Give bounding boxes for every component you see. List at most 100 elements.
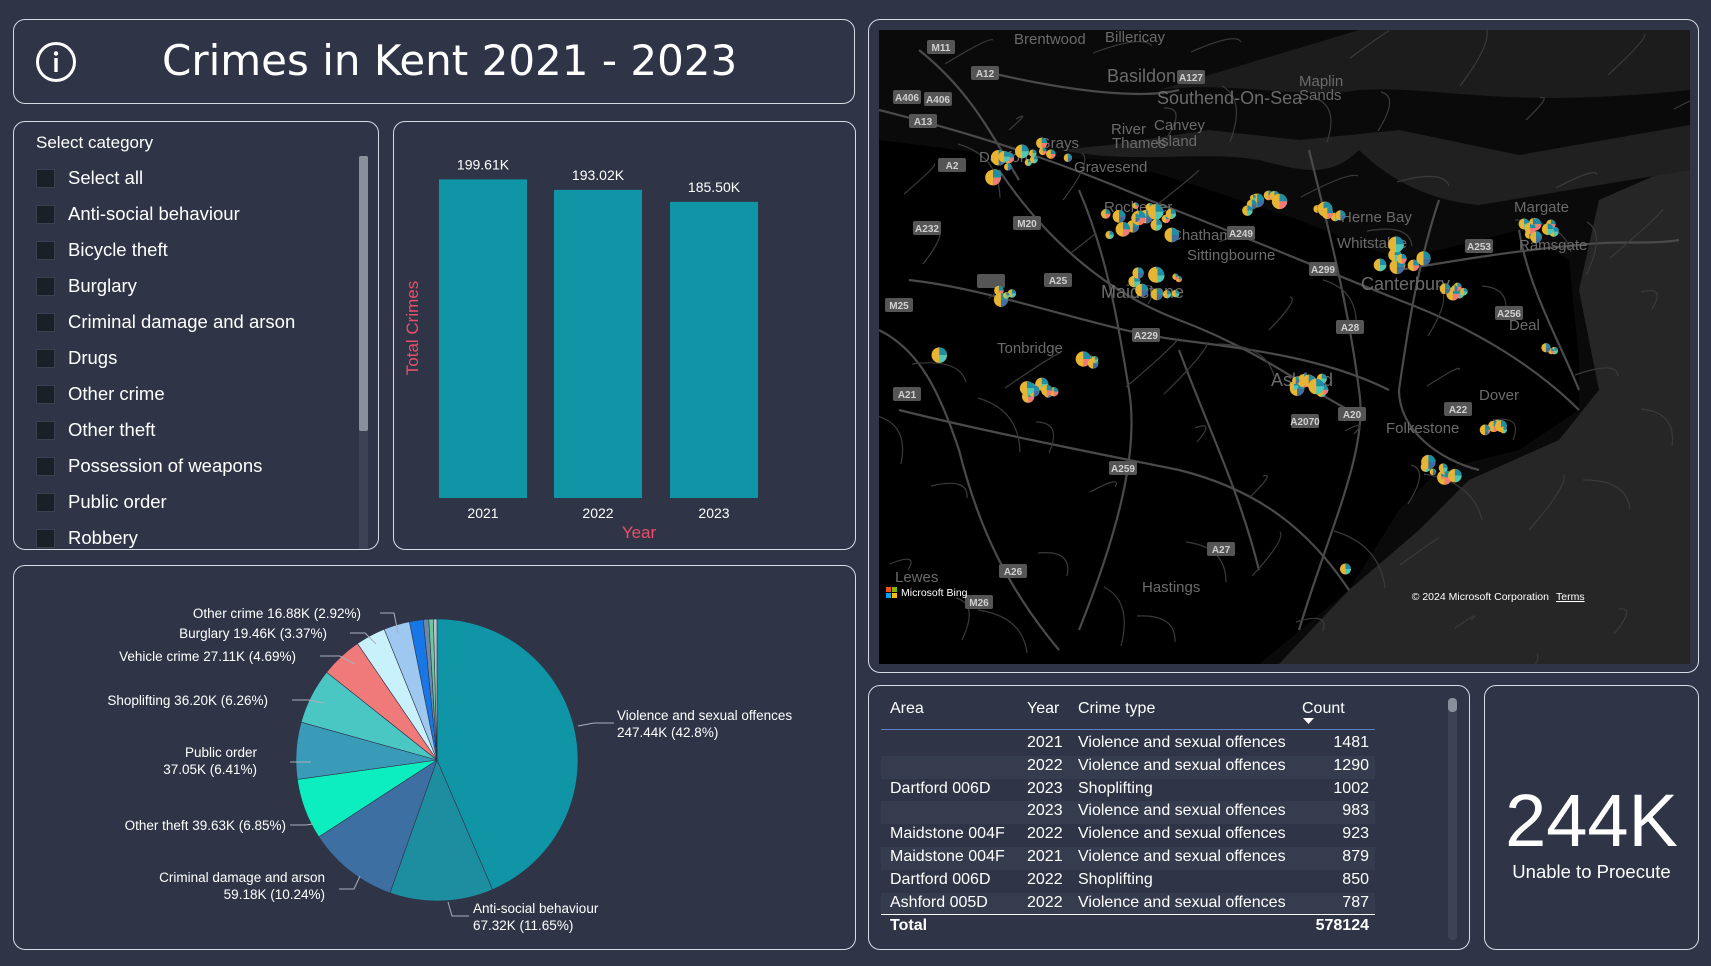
crime-marker[interactable] [1529,218,1537,225]
crime-marker[interactable] [1150,268,1165,283]
crime-marker[interactable] [1029,155,1038,164]
crime-marker[interactable] [1003,292,1010,299]
crime-marker[interactable] [1105,230,1114,240]
crime-marker[interactable] [1448,468,1462,483]
checkbox[interactable] [36,312,55,332]
crime-marker[interactable] [1131,213,1140,223]
crime-marker[interactable] [1530,231,1542,243]
crime-marker[interactable] [998,151,1010,163]
slicer-item[interactable]: Bicycle theft [36,232,346,268]
crime-marker[interactable] [1019,381,1035,396]
crime-marker[interactable] [1407,259,1420,272]
crime-marker[interactable] [1416,251,1431,266]
crime-marker[interactable] [1242,205,1253,216]
pie-slice[interactable] [433,618,438,761]
crime-marker[interactable] [1007,289,1017,298]
crime-marker[interactable] [1164,227,1180,243]
checkbox[interactable] [36,492,55,512]
table-row[interactable]: Maidstone 004F 2022 Violence and sexual of… [881,824,1375,847]
crime-marker[interactable] [931,347,947,363]
crime-marker[interactable] [1421,454,1436,470]
crime-marker[interactable] [1014,144,1029,159]
crime-map[interactable]: Brentwood Billericay BasildonSouthend-On-S… [879,30,1690,664]
pie-slice[interactable] [389,759,493,902]
table-row[interactable]: Ashford 005D 2022 Violence and sexual offe… [881,892,1375,916]
crime-marker[interactable] [1460,287,1468,296]
crime-marker[interactable] [1292,376,1300,385]
slicer-item[interactable]: Possession of weapons [36,448,346,484]
crime-marker[interactable] [1396,253,1407,264]
checkbox[interactable] [36,204,55,224]
slicer-item[interactable]: Select all [36,160,346,196]
crime-marker[interactable] [1115,222,1131,237]
checkbox[interactable] [36,456,55,476]
crime-marker[interactable] [1100,209,1111,219]
column-header-year[interactable]: Year [1027,700,1060,717]
checkbox[interactable] [36,528,55,548]
table-row[interactable]: 2021 Violence and sexual offences 1481 [881,733,1375,756]
checkbox[interactable] [36,240,55,260]
crime-marker[interactable] [1439,283,1451,295]
crime-marker[interactable] [1132,267,1144,279]
crime-marker[interactable] [1171,289,1180,298]
slicer-item[interactable]: Drugs [36,340,346,376]
crime-marker[interactable] [1038,147,1047,156]
bar-2023[interactable] [670,201,758,498]
slicer-item[interactable]: Robbery [36,520,346,549]
table-scrollbar-track[interactable] [1448,698,1457,940]
checkbox[interactable] [36,384,55,404]
crime-marker[interactable] [1004,163,1012,171]
crime-marker[interactable] [1321,207,1334,219]
crime-marker[interactable] [1063,153,1073,162]
crime-marker[interactable] [1132,202,1139,209]
crime-marker[interactable] [1438,473,1445,480]
crime-marker[interactable] [1046,149,1056,159]
table-row[interactable]: Dartford 006D 2023 Shoplifting 1002 [881,779,1375,802]
crime-marker[interactable] [1500,426,1507,434]
crime-marker[interactable] [1339,563,1351,575]
crime-marker[interactable] [1524,222,1536,234]
crime-marker[interactable] [1541,343,1551,353]
bar-2022[interactable] [554,189,642,499]
table-row[interactable]: Maidstone 004F 2021 Violence and sexual of… [881,847,1375,870]
table-scrollbar-thumb[interactable] [1448,698,1457,712]
checkbox[interactable] [36,168,55,188]
slicer-item[interactable]: Public order [36,484,346,520]
column-header-crime-type[interactable]: Crime type [1078,700,1156,717]
crime-marker[interactable] [1112,209,1126,223]
slicer-scrollbar-thumb[interactable] [359,156,368,431]
checkbox[interactable] [36,276,55,296]
crime-marker[interactable] [1308,378,1324,395]
crime-marker[interactable] [1150,288,1163,301]
crime-marker[interactable] [1041,384,1053,397]
table-row[interactable]: 2022 Violence and sexual offences 1290 [881,755,1375,779]
table-row[interactable]: Dartford 006D 2022 Shoplifting 850 [881,870,1375,893]
crime-marker[interactable] [1091,356,1099,363]
crime-marker[interactable] [1165,208,1177,220]
crime-marker[interactable] [1172,273,1179,280]
crime-marker[interactable] [1481,428,1489,436]
slicer-item[interactable]: Other crime [36,376,346,412]
crime-marker[interactable] [1541,223,1554,235]
crime-marker[interactable] [1162,290,1172,299]
crime-marker[interactable] [1373,258,1387,272]
crime-marker[interactable] [1147,204,1164,220]
sort-desc-icon[interactable] [1303,718,1315,725]
crime-marker[interactable] [1135,283,1149,297]
crime-marker[interactable] [985,169,1001,186]
map-terms-link[interactable]: Terms [1556,591,1585,603]
checkbox[interactable] [36,348,55,368]
crime-marker[interactable] [1335,210,1346,221]
crime-marker[interactable] [1388,236,1404,253]
crime-marker[interactable] [1271,193,1288,210]
crime-marker[interactable] [1438,463,1448,473]
pie-slice[interactable] [436,618,579,891]
slicer-item[interactable]: Other theft [36,412,346,448]
crime-marker[interactable] [1036,137,1048,149]
crime-marker[interactable] [1429,468,1437,476]
bar-2021[interactable] [439,179,527,498]
crime-marker[interactable] [1028,149,1037,157]
column-header-count[interactable]: Count [1302,700,1345,717]
column-header-area[interactable]: Area [890,700,924,717]
slicer-item[interactable]: Criminal damage and arson [36,304,346,340]
